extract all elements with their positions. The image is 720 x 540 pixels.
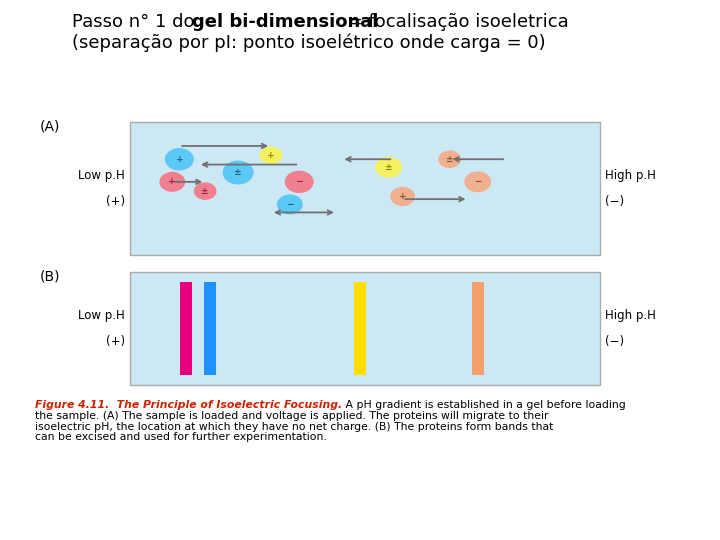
Text: can be excised and used for further experimentation.: can be excised and used for further expe… <box>35 433 327 442</box>
Text: (+): (+) <box>106 194 125 207</box>
Bar <box>130 272 600 385</box>
Text: High p.H: High p.H <box>605 309 656 322</box>
Text: (B): (B) <box>40 270 60 284</box>
Text: ±: ± <box>234 168 242 177</box>
Bar <box>130 122 600 255</box>
Text: (−): (−) <box>605 194 624 207</box>
Ellipse shape <box>438 151 461 168</box>
Ellipse shape <box>194 183 217 200</box>
Text: = focalisação isoeletrica: = focalisação isoeletrica <box>342 13 569 31</box>
Text: ±: ± <box>446 155 454 164</box>
Ellipse shape <box>260 146 282 164</box>
Text: −: − <box>286 200 294 209</box>
Text: the sample. (A) The sample is loaded and voltage is applied. The proteins will m: the sample. (A) The sample is loaded and… <box>35 411 549 421</box>
Bar <box>354 282 366 375</box>
Text: (+): (+) <box>106 334 125 348</box>
Text: Low p.H: Low p.H <box>78 309 125 322</box>
Ellipse shape <box>464 172 491 192</box>
Ellipse shape <box>375 157 402 178</box>
Text: +: + <box>168 177 176 186</box>
Text: Figure 4.11.  The Principle of Isoelectric Focusing.: Figure 4.11. The Principle of Isoelectri… <box>35 400 342 410</box>
Text: ±: ± <box>202 187 209 195</box>
Text: −: − <box>474 177 482 186</box>
Text: (A): (A) <box>40 120 60 134</box>
Text: +: + <box>399 192 406 201</box>
Text: +: + <box>176 155 183 164</box>
Text: isoelectric pH, the location at which they have no net charge. (B) The proteins : isoelectric pH, the location at which th… <box>35 422 554 431</box>
Bar <box>472 282 484 375</box>
Ellipse shape <box>284 171 314 193</box>
Text: A pH gradient is established in a gel before loading: A pH gradient is established in a gel be… <box>342 400 626 410</box>
Text: +: + <box>267 151 275 160</box>
Text: (−): (−) <box>605 334 624 348</box>
Ellipse shape <box>165 148 194 171</box>
Text: Passo n° 1 do: Passo n° 1 do <box>72 13 200 31</box>
Text: −: − <box>295 177 303 186</box>
Text: (separação por pI: ponto isoelétrico onde carga = 0): (separação por pI: ponto isoelétrico ond… <box>72 33 546 51</box>
Text: ±: ± <box>384 163 392 172</box>
Text: gel bi-dimensional: gel bi-dimensional <box>192 13 379 31</box>
Bar <box>181 282 192 375</box>
Ellipse shape <box>222 160 253 185</box>
Text: Low p.H: Low p.H <box>78 170 125 183</box>
Ellipse shape <box>159 172 185 192</box>
Ellipse shape <box>277 194 302 214</box>
Bar <box>204 282 216 375</box>
Text: High p.H: High p.H <box>605 170 656 183</box>
Ellipse shape <box>390 187 415 206</box>
